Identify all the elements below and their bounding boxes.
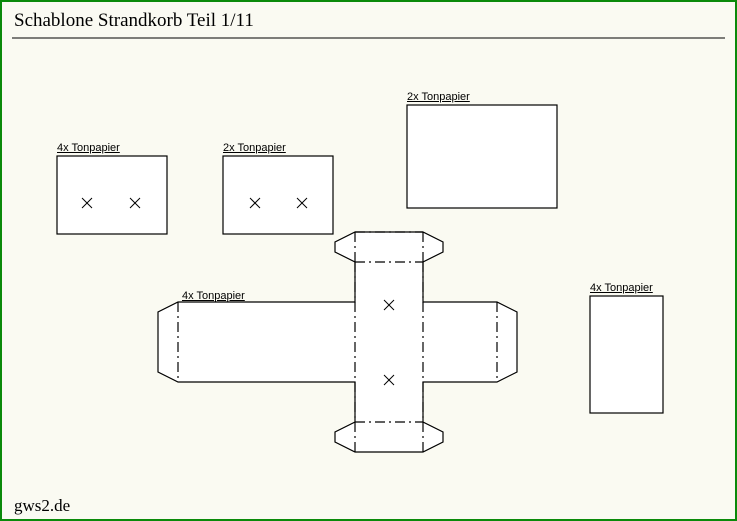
template-drawing [0, 0, 737, 521]
shape-label: 4x Tonpapier [590, 282, 653, 294]
shape-label: 4x Tonpapier [182, 290, 245, 302]
shape-label: 4x Tonpapier [57, 142, 120, 154]
shape-label: 2x Tonpapier [223, 142, 286, 154]
shape-label: 2x Tonpapier [407, 91, 470, 103]
